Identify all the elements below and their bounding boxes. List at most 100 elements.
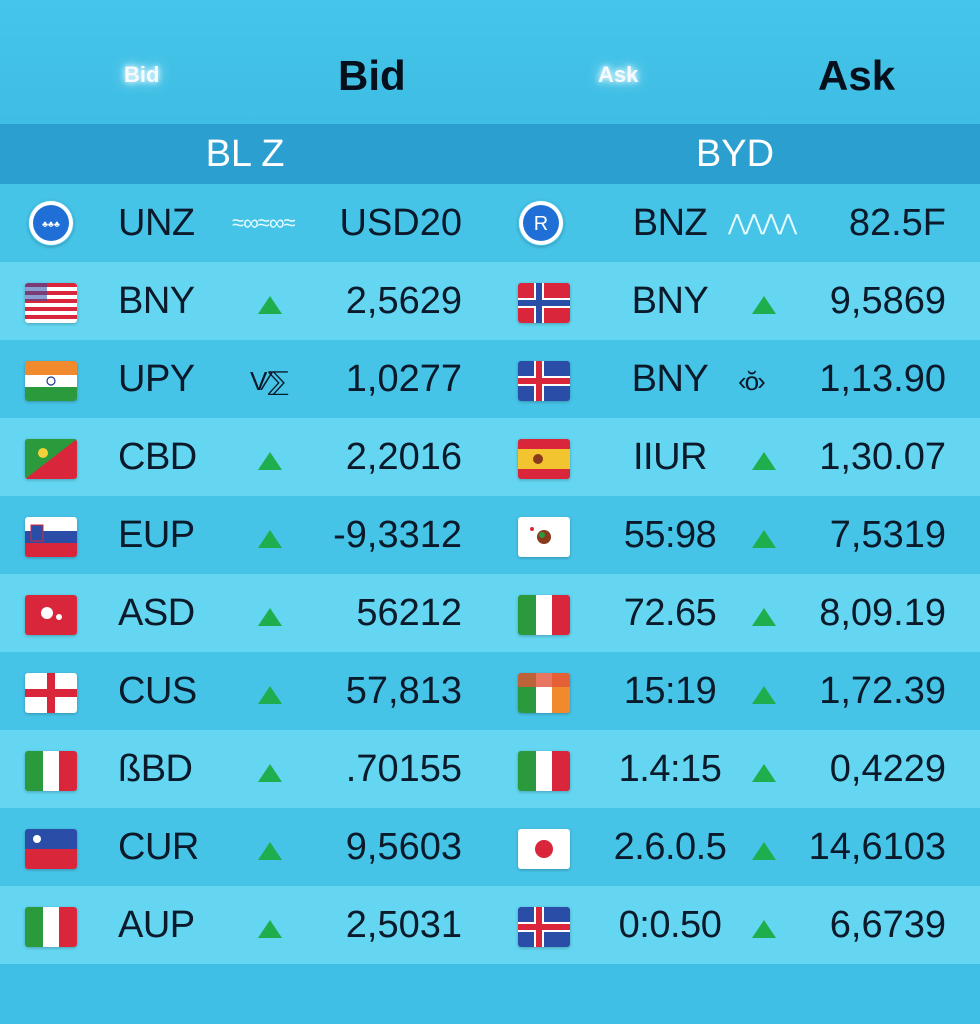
- green-red-flag-icon: [25, 439, 77, 479]
- table-row[interactable]: 72.65 8,09.19: [490, 574, 980, 652]
- rate-value: 57,813: [345, 670, 462, 712]
- rate-value: 2,5629: [345, 280, 462, 322]
- ask-panel-title: BYD: [490, 124, 980, 184]
- rate-value: 1,72.39: [819, 670, 946, 712]
- rate-value: 1,13.90: [819, 358, 946, 400]
- table-row[interactable]: CBD 2,2016: [0, 418, 490, 496]
- bid-small-label: Bid: [124, 62, 160, 87]
- currency-code: 72.65: [623, 592, 717, 634]
- rate-value: 7,5319: [829, 514, 946, 556]
- spain-flag-icon: [518, 439, 570, 479]
- table-row[interactable]: EUP -9,3312: [0, 496, 490, 574]
- up-arrow-icon: [258, 686, 282, 704]
- rate-value: 1,30.07: [819, 436, 946, 478]
- svg-text:♣♣♣: ♣♣♣: [42, 219, 60, 229]
- mexico-flag-icon: [518, 517, 570, 557]
- rate-value: 9,5603: [345, 826, 462, 868]
- up-arrow-icon: [258, 608, 282, 626]
- slovenia-flag-icon: [25, 517, 77, 557]
- up-arrow-icon: [752, 842, 776, 860]
- us-flag-icon: [25, 283, 77, 323]
- italy-flag-icon: [518, 595, 570, 635]
- wave-icon: ⋀⋀⋀⋀: [728, 210, 797, 235]
- bid-column-header[interactable]: Bid: [338, 52, 406, 99]
- header-bar: Bid Bid Ask Ask: [0, 0, 980, 124]
- rate-value: -9,3312: [333, 514, 462, 556]
- table-row[interactable]: IIUR 1,30.07: [490, 418, 980, 496]
- red-emblem-flag-icon: [25, 595, 77, 635]
- currency-code: BNZ: [632, 202, 708, 244]
- blue-red-flag-icon: [25, 829, 77, 869]
- up-arrow-icon: [752, 530, 776, 548]
- currency-code: UPY: [118, 358, 195, 400]
- currency-code: CUS: [118, 670, 197, 712]
- currency-code: BNY: [118, 280, 195, 322]
- up-arrow-icon: [752, 764, 776, 782]
- rate-value: 1,0277: [345, 358, 462, 400]
- ask-small-label: Ask: [598, 62, 639, 87]
- r-badge-letter: R: [534, 213, 548, 235]
- up-arrow-icon: [258, 530, 282, 548]
- rate-value: USD20: [339, 202, 463, 244]
- table-row[interactable]: 1.4:15 0,4229: [490, 730, 980, 808]
- up-arrow-icon: [258, 764, 282, 782]
- rate-value: 6,6739: [829, 904, 946, 946]
- table-row[interactable]: 55:98 7,5319: [490, 496, 980, 574]
- currency-code: 15:19: [623, 670, 717, 712]
- currency-code: UNZ: [118, 202, 195, 244]
- table-row[interactable]: ASD 56212: [0, 574, 490, 652]
- table-row[interactable]: ßBD .70155: [0, 730, 490, 808]
- swap-glyph-icon: ‹ŏ›: [738, 366, 766, 396]
- table-row[interactable]: 0:0.50 6,6739: [490, 886, 980, 964]
- rate-value: 2,2016: [345, 436, 462, 478]
- up-arrow-icon: [752, 920, 776, 938]
- ask-column-header[interactable]: Ask: [818, 52, 896, 99]
- currency-code: 55:98: [623, 514, 717, 556]
- bid-panel: BL Z ♣♣♣ UNZ ≈∞≈∞≈ USD20 BNY: [0, 124, 490, 964]
- red-cross-flag-icon: [25, 673, 77, 713]
- up-arrow-icon: [752, 452, 776, 470]
- table-row[interactable]: BNY 2,5629: [0, 262, 490, 340]
- currency-code: BNY: [631, 280, 709, 322]
- table-row[interactable]: CUS 57,813: [0, 652, 490, 730]
- currency-code: ASD: [118, 592, 195, 634]
- table-row[interactable]: BNY ‹ŏ› 1,13.90: [490, 340, 980, 418]
- table-row[interactable]: R BNZ ⋀⋀⋀⋀ 82.5F: [490, 184, 980, 262]
- ask-panel: BYD R BNZ ⋀⋀⋀⋀ 82.5F BNY 9,5869: [490, 124, 980, 964]
- up-arrow-icon: [258, 296, 282, 314]
- table-row[interactable]: 15:19 1,72.39: [490, 652, 980, 730]
- iceland-flag-icon: [518, 907, 570, 947]
- currency-code: 0:0.50: [618, 904, 722, 946]
- table-row[interactable]: UPY V⁄⅀ 1,0277: [0, 340, 490, 418]
- currency-code: 2.6.0.5: [613, 826, 727, 868]
- table-row[interactable]: 2.6.0.5 14,6103: [490, 808, 980, 886]
- currency-code: 1.4:15: [618, 748, 722, 790]
- bid-panel-title: BL Z: [0, 124, 490, 184]
- currency-code: ßBD: [118, 748, 193, 790]
- up-arrow-icon: [752, 296, 776, 314]
- rate-value: 14,6103: [808, 826, 946, 868]
- table-row[interactable]: ♣♣♣ UNZ ≈∞≈∞≈ USD20: [0, 184, 490, 262]
- wave-icon: ≈∞≈∞≈: [232, 210, 296, 235]
- rate-value: 2,5031: [345, 904, 462, 946]
- up-arrow-icon: [258, 842, 282, 860]
- r-badge-icon: R: [518, 200, 564, 246]
- table-row[interactable]: AUP 2,5031: [0, 886, 490, 964]
- currency-code: CBD: [118, 436, 197, 478]
- rate-value: 82.5F: [848, 202, 946, 244]
- currency-code: CUR: [118, 826, 199, 868]
- rate-value: 8,09.19: [819, 592, 946, 634]
- currency-code: EUP: [118, 514, 195, 556]
- up-arrow-icon: [752, 686, 776, 704]
- japan-flag-icon: [518, 829, 570, 869]
- table-row[interactable]: BNY 9,5869: [490, 262, 980, 340]
- india-flag-icon: [25, 361, 77, 401]
- rate-value: 9,5869: [829, 280, 946, 322]
- globe-badge-icon: ♣♣♣: [28, 200, 74, 246]
- rate-value: 56212: [356, 592, 462, 634]
- up-arrow-icon: [258, 452, 282, 470]
- currency-code: IIUR: [633, 436, 708, 478]
- orange-green-flag-icon: [518, 673, 570, 713]
- table-row[interactable]: CUR 9,5603: [0, 808, 490, 886]
- norway-flag-icon: [518, 283, 570, 323]
